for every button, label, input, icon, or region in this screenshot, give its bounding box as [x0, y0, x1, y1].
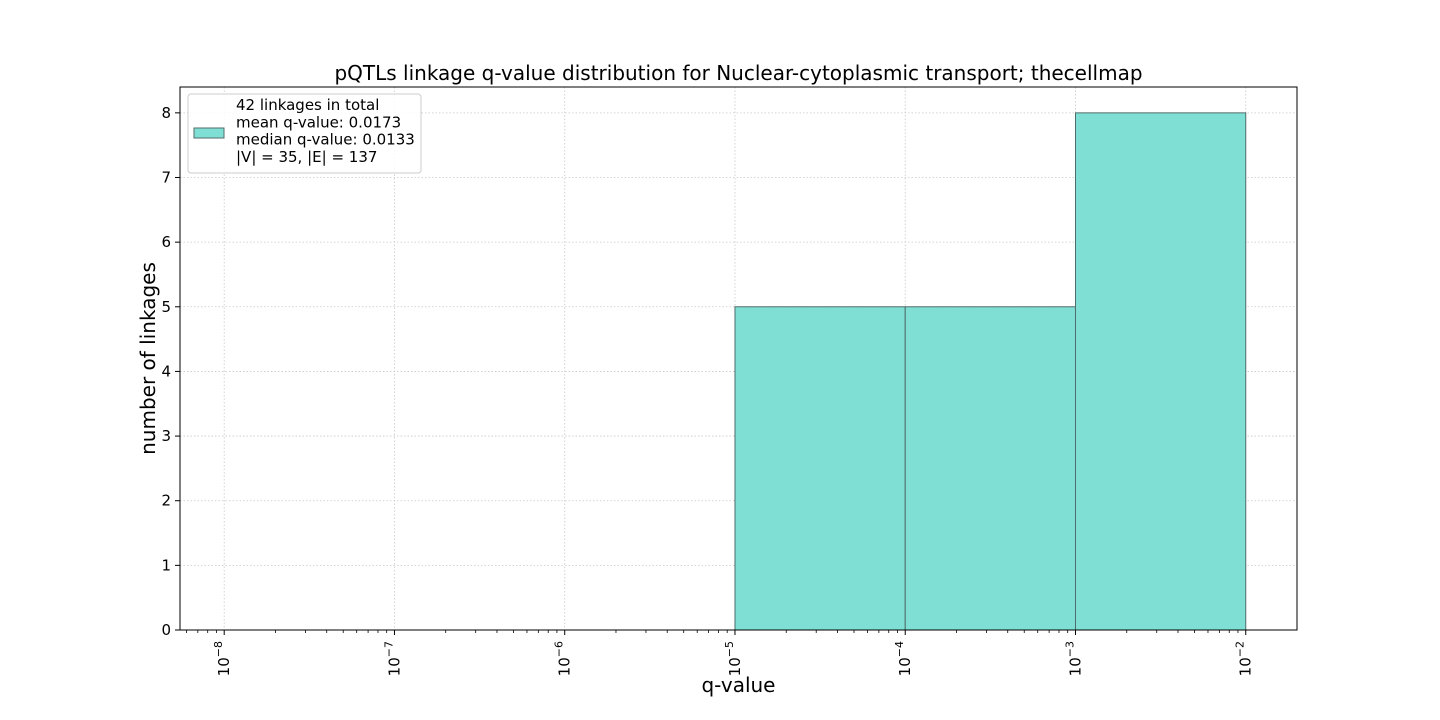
legend-line: 42 linkages in total: [236, 96, 379, 114]
chart-title: pQTLs linkage q-value distribution for N…: [334, 61, 1142, 85]
y-tick-label: 5: [161, 298, 171, 316]
x-axis-label: q-value: [701, 673, 775, 697]
ticks-layer: 10−8 10−7 10−6 10−5 10−4 10−3 10−2 0 1 2 3 4 5 6 7 8: [161, 104, 1254, 676]
y-tick-label: 6: [161, 233, 171, 251]
y-tick-label: 1: [161, 556, 171, 574]
legend-line: median q-value: 0.0133: [236, 131, 415, 149]
y-tick-label: 8: [161, 104, 171, 122]
x-tick-label: 10−6: [553, 641, 574, 676]
x-tick-label: 10−2: [1234, 641, 1255, 676]
x-tick-label: 10−5: [723, 641, 744, 676]
y-tick-label: 3: [161, 427, 171, 445]
x-tick-label: 10−3: [1063, 641, 1084, 676]
legend-line: |V| = 35, |E| = 137: [236, 148, 377, 166]
x-tick-label: 10−4: [893, 641, 914, 676]
y-tick-label: 4: [161, 362, 171, 380]
x-tick-label: 10−7: [382, 641, 403, 676]
histogram-bar: [904, 306, 1076, 631]
legend-box: [187, 93, 422, 174]
y-tick-label: 0: [161, 621, 171, 639]
y-tick-label: 7: [161, 169, 171, 187]
legend-line: mean q-value: 0.0173: [236, 113, 401, 131]
histogram-bar: [734, 306, 906, 631]
legend: 42 linkages in total mean q-value: 0.017…: [187, 93, 422, 174]
legend-swatch: [193, 127, 225, 139]
plot-frame: [179, 86, 1298, 631]
y-tick-label: 2: [161, 492, 171, 510]
x-tick-label: 10−8: [212, 641, 233, 676]
y-axis-label: number of linkages: [136, 262, 160, 455]
histogram-bar: [1074, 112, 1247, 631]
bars-layer: [734, 112, 1247, 631]
